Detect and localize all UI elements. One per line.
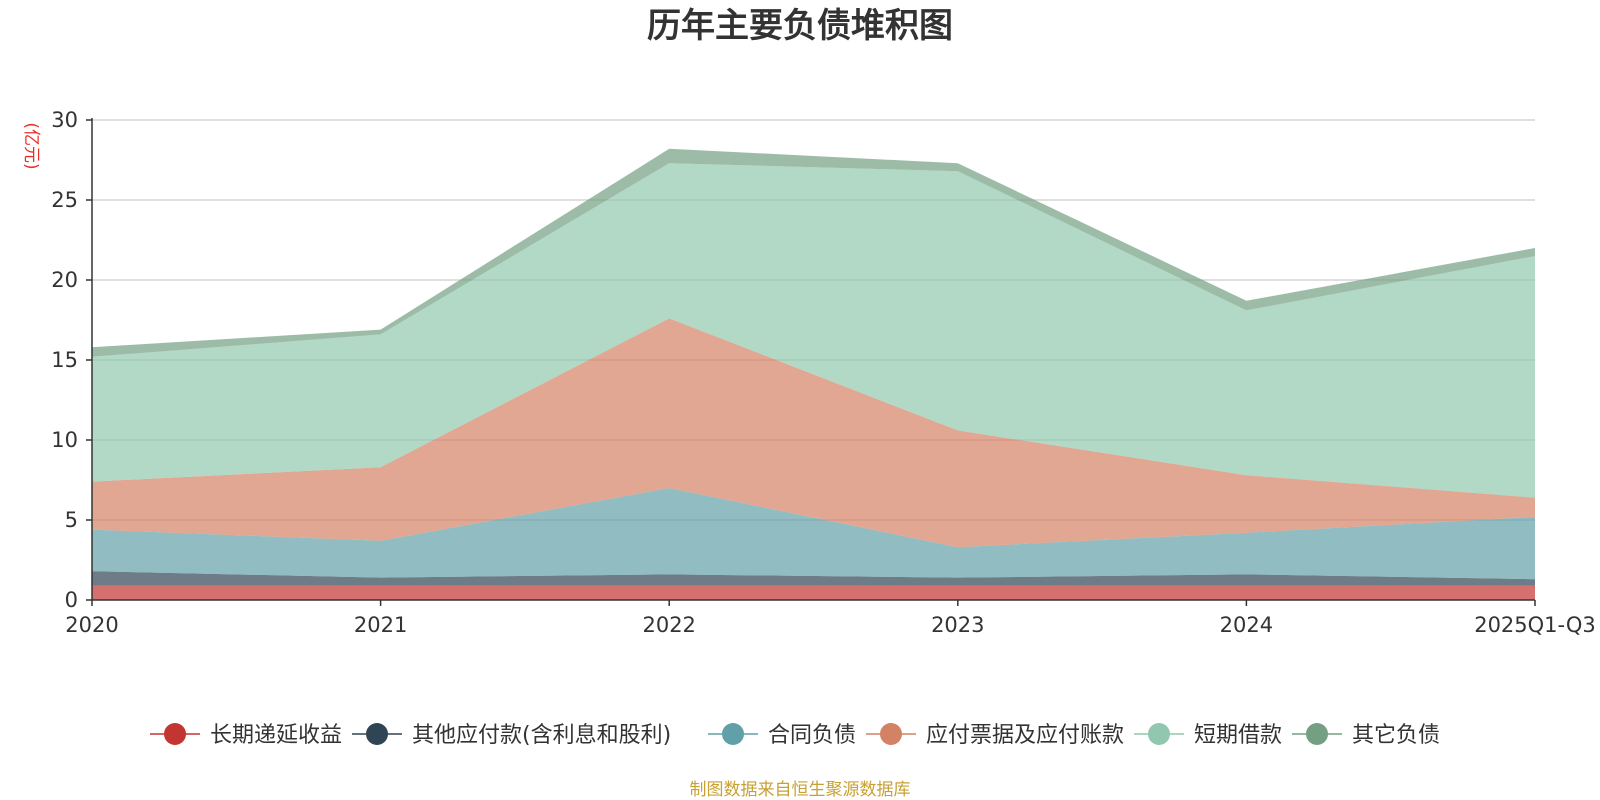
legend-marker <box>366 723 388 745</box>
axes: 0 5 10 15 20 25 30 2020 2021 2022 2023 2024 2025Q1-Q… <box>51 108 1596 637</box>
y-tick-label: 25 <box>51 188 78 212</box>
legend-marker <box>722 723 744 745</box>
legend-item-0[interactable]: 长期递延收益 <box>150 723 342 748</box>
x-tick-label: 2025Q1-Q3 <box>1474 613 1596 637</box>
y-tick-label: 0 <box>65 588 78 612</box>
legend[interactable]: 长期递延收益 其他应付款(含利息和股利) 合同负债 应付票据及应付账款 短期借款 其它负债 <box>150 723 1440 748</box>
area-series-2 <box>92 488 1535 580</box>
x-tick-label: 2020 <box>65 613 118 637</box>
y-tick-label: 20 <box>51 268 78 292</box>
area-series-1 <box>92 571 1535 586</box>
x-tick-label: 2024 <box>1220 613 1273 637</box>
area-series-layer <box>92 148 1535 600</box>
y-tick-label: 30 <box>51 108 78 132</box>
area-series-3 <box>92 318 1535 548</box>
y-tick-label: 5 <box>65 508 78 532</box>
legend-label: 短期借款 <box>1194 723 1282 748</box>
x-tick-label: 2023 <box>931 613 984 637</box>
legend-item-2[interactable]: 合同负债 <box>708 723 856 748</box>
legend-marker <box>164 723 186 745</box>
legend-label: 其他应付款(含利息和股利) <box>412 723 671 748</box>
legend-item-5[interactable]: 其它负债 <box>1292 723 1440 748</box>
y-axis-unit-label: (亿元) <box>21 122 41 169</box>
x-tick-label: 2022 <box>642 613 695 637</box>
legend-item-1[interactable]: 其他应付款(含利息和股利) <box>352 723 671 748</box>
legend-label: 其它负债 <box>1352 723 1440 748</box>
legend-label: 长期递延收益 <box>210 723 342 748</box>
chart-title: 历年主要负债堆积图 <box>647 6 953 46</box>
legend-marker <box>880 723 902 745</box>
y-tick-label: 10 <box>51 428 78 452</box>
legend-item-3[interactable]: 应付票据及应付账款 <box>866 723 1124 748</box>
legend-label: 应付票据及应付账款 <box>926 723 1124 748</box>
area-series-0 <box>92 585 1535 600</box>
legend-marker <box>1148 723 1170 745</box>
x-tick-label: 2021 <box>354 613 407 637</box>
area-series-4 <box>92 163 1535 498</box>
legend-marker <box>1306 723 1328 745</box>
legend-item-4[interactable]: 短期借款 <box>1134 723 1282 748</box>
y-tick-label: 15 <box>51 348 78 372</box>
source-note: 制图数据来自恒生聚源数据库 <box>690 780 911 800</box>
legend-label: 合同负债 <box>768 723 856 748</box>
